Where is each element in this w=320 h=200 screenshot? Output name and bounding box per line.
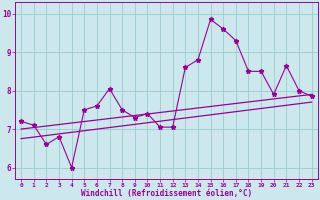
X-axis label: Windchill (Refroidissement éolien,°C): Windchill (Refroidissement éolien,°C) (81, 189, 252, 198)
